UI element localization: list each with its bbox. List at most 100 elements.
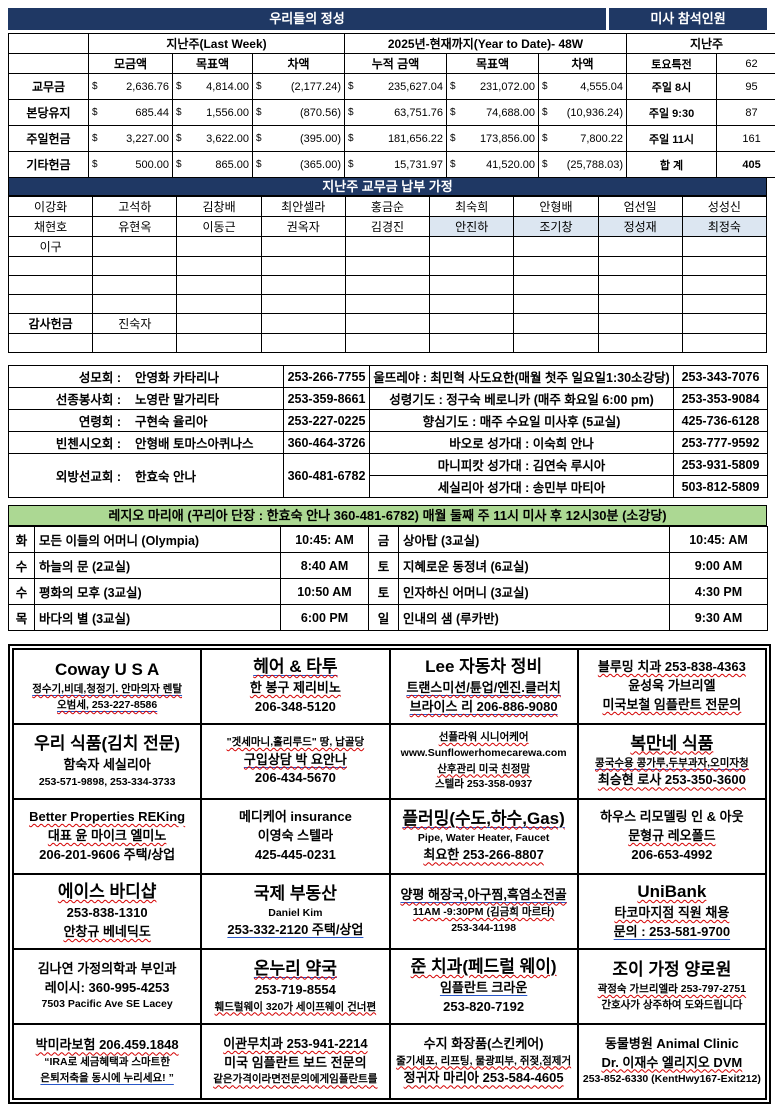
ministry-description-cell: 마니피캇 성가대 : 김연숙 루시아 bbox=[370, 454, 674, 476]
money-cell: $181,656.22 bbox=[345, 126, 447, 152]
empty-cell bbox=[93, 334, 177, 353]
ad-line: 253-719-8554 bbox=[204, 981, 386, 1000]
ad-line: 함숙자 세실리아 bbox=[16, 756, 198, 775]
currency-symbol: $ bbox=[542, 107, 548, 118]
group-phone-cell: 253-266-7755 bbox=[284, 366, 370, 388]
empty-cell bbox=[93, 257, 177, 276]
col-header: 목표액 bbox=[447, 54, 539, 74]
ad-line: 정수기,비데,청정기. 안마의자 렌탈 bbox=[16, 682, 198, 698]
empty-cell bbox=[9, 257, 93, 276]
empty-cell bbox=[514, 314, 598, 334]
donor-name-cell: 이강화 bbox=[9, 197, 93, 217]
ad-line-text: 헤어 & 타투 bbox=[253, 657, 337, 676]
col-header: 차액 bbox=[539, 54, 627, 74]
ad-line: 레이시: 360-995-4253 bbox=[16, 979, 198, 998]
money-cell: $3,227.00 bbox=[89, 126, 173, 152]
empty-cell bbox=[93, 276, 177, 295]
ad-line: 문형규 레오폴드 bbox=[581, 827, 763, 846]
empty-cell bbox=[598, 257, 682, 276]
donor-name-cell: 안진하 bbox=[430, 217, 514, 237]
empty-cell bbox=[430, 334, 514, 353]
legio-name1-cell: 모든 이들의 어머니 (Olympia) bbox=[35, 527, 281, 553]
ad-line: 한 봉구 제리비노 bbox=[204, 679, 386, 698]
legio-day2-cell: 금 bbox=[369, 527, 399, 553]
empty-cell bbox=[514, 334, 598, 353]
ad-line: 오범세, 253-227-8586 bbox=[16, 698, 198, 714]
amount-value: 231,072.00 bbox=[480, 81, 535, 93]
ad-line: 준 치과(페드럴 웨이) bbox=[393, 956, 575, 979]
ad-line: 동물병원 Animal Clinic bbox=[581, 1035, 763, 1054]
amount-value: 4,814.00 bbox=[206, 81, 249, 93]
donor-name-cell: 채현호 bbox=[9, 217, 93, 237]
legio-time1-cell: 10:45: AM bbox=[281, 527, 369, 553]
ad-line: 11AM -9:30PM (김금희 마르타) bbox=[393, 905, 575, 921]
donor-name-cell: 안형배 bbox=[514, 197, 598, 217]
empty-cell bbox=[9, 334, 93, 353]
attendance-title: 미사 참석인원 bbox=[609, 8, 767, 30]
empty-cell bbox=[598, 237, 682, 257]
money-cell: $41,520.00 bbox=[447, 152, 539, 178]
ad-line: Dr. 이재수 엘리지오 DVM bbox=[581, 1054, 763, 1073]
donor-name-cell: 최숙희 bbox=[430, 197, 514, 217]
amount-value: 865.00 bbox=[215, 159, 249, 171]
ad-line: 수지 화장품(스킨케어) bbox=[393, 1035, 575, 1054]
ministry-phone-cell: 253-931-5809 bbox=[674, 454, 768, 476]
group-name-cell: 성모회 :안영화 카타리나 bbox=[9, 366, 284, 388]
donor-name-cell: 이동근 bbox=[177, 217, 261, 237]
money-cell: $(870.56) bbox=[253, 100, 345, 126]
ad-line: 같은가격이라면전문의에게임플란트를 bbox=[204, 1072, 386, 1088]
money-cell: $3,622.00 bbox=[173, 126, 253, 152]
amount-value: 181,656.22 bbox=[388, 133, 443, 145]
donor-name-cell: 최안셀라 bbox=[261, 197, 345, 217]
donor-name-cell: 유현옥 bbox=[93, 217, 177, 237]
money-cell: $7,800.22 bbox=[539, 126, 627, 152]
group-leader-name: 안형배 토마스아퀴나스 bbox=[121, 437, 253, 451]
currency-symbol: $ bbox=[348, 107, 354, 118]
money-cell: $4,814.00 bbox=[173, 74, 253, 100]
money-cell: $74,688.00 bbox=[447, 100, 539, 126]
group-phone-cell: 360-464-3726 bbox=[284, 432, 370, 454]
ad-line: 정귀자 마리아 253-584-4605 bbox=[393, 1069, 575, 1088]
money-cell: $63,751.76 bbox=[345, 100, 447, 126]
col-header: 차액 bbox=[253, 54, 345, 74]
money-cell: $(395.00) bbox=[253, 126, 345, 152]
currency-symbol: $ bbox=[542, 133, 548, 144]
donor-row bbox=[9, 295, 767, 314]
attendance-row-value: 95 bbox=[717, 74, 775, 100]
ad-line: Pipe, Water Heater, Faucet bbox=[393, 831, 575, 847]
currency-symbol: $ bbox=[92, 133, 98, 144]
empty-cell bbox=[430, 295, 514, 314]
group-leader-name: 노영란 말가리타 bbox=[121, 393, 219, 407]
empty-cell bbox=[93, 295, 177, 314]
empty-cell bbox=[261, 314, 345, 334]
ad-line-text: 온누리 약국 bbox=[254, 959, 337, 978]
ad-line: “IRA로 세금혜택과 스마트한 bbox=[16, 1055, 198, 1071]
ad-line: 곽정숙 가브리엘라 253-797-2751 bbox=[581, 982, 763, 998]
offering-category-label: 본당유지 bbox=[9, 100, 89, 126]
amount-value: 74,688.00 bbox=[486, 107, 535, 119]
ad-line: 문의 : 253-581-9700 bbox=[581, 923, 763, 942]
ad-line: Better Properties REKing bbox=[16, 808, 198, 827]
ad-line: 복만네 식품 bbox=[581, 733, 763, 756]
blank-cell bbox=[9, 34, 89, 54]
offering-category-label: 주일헌금 bbox=[9, 126, 89, 152]
legio-name1-cell: 바다의 별 (3교실) bbox=[35, 605, 281, 631]
attendance-row-value: 405 bbox=[717, 152, 775, 178]
currency-symbol: $ bbox=[176, 81, 182, 92]
ad-line: 임플란트 크라운 bbox=[393, 979, 575, 998]
